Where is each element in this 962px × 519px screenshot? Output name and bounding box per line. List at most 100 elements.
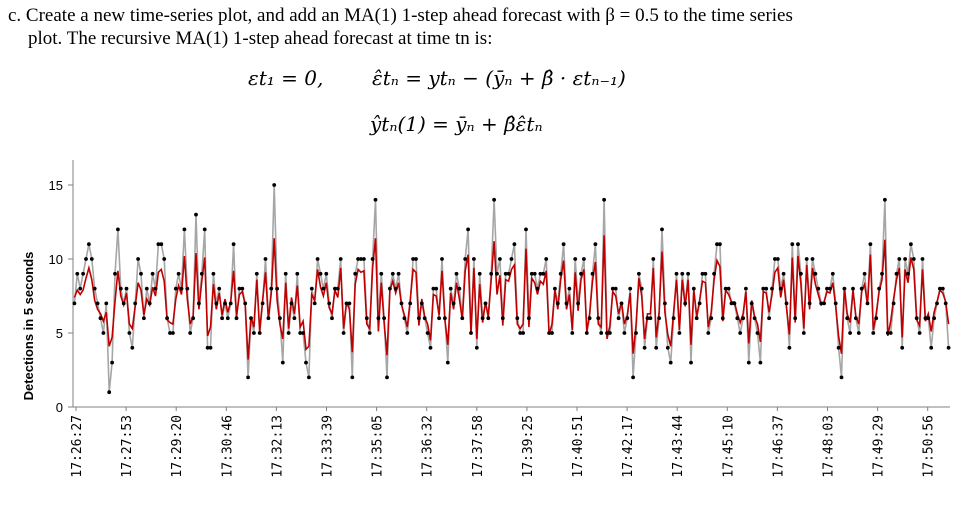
observed-point — [856, 331, 861, 335]
observed-point — [437, 316, 441, 321]
observed-point — [521, 331, 525, 335]
observed-point — [95, 301, 100, 306]
observed-point — [373, 197, 378, 202]
observed-point — [359, 257, 363, 261]
observed-point — [871, 331, 876, 335]
observed-point — [159, 242, 164, 247]
observed-point — [443, 316, 447, 321]
x-tick-label: 17:46:37 — [771, 415, 786, 478]
observed-point — [171, 331, 175, 335]
observed-point — [634, 331, 638, 335]
observed-point — [651, 257, 656, 261]
observed-point — [263, 257, 268, 261]
observed-point — [616, 316, 621, 321]
observed-point — [880, 271, 884, 276]
observed-point — [663, 301, 667, 306]
observed-point — [315, 257, 320, 261]
observed-point — [900, 345, 905, 350]
observed-point — [796, 242, 800, 247]
observed-point — [775, 257, 780, 261]
observed-point — [639, 286, 644, 291]
observed-point — [946, 345, 951, 350]
observed-point — [356, 257, 360, 261]
observed-point — [309, 286, 314, 291]
observed-point — [778, 286, 783, 291]
observed-point — [457, 286, 462, 291]
observed-point — [538, 271, 543, 276]
observed-point — [243, 301, 248, 306]
observed-point — [385, 375, 389, 380]
observed-point — [602, 197, 606, 202]
observed-point — [587, 316, 592, 321]
observed-point — [746, 360, 751, 365]
observed-point — [335, 286, 340, 291]
x-tick-label: 17:26:27 — [70, 415, 85, 478]
observed-point — [341, 331, 346, 335]
observed-point — [312, 301, 317, 306]
x-tick-label: 17:36:32 — [421, 415, 436, 478]
observed-point — [399, 301, 404, 306]
observed-point — [104, 301, 109, 306]
formula-error-recursion: ε̂tₙ = ytₙ − (ȳₙ + β̂ · εtₙ₋₁) — [372, 66, 626, 90]
observed-point — [318, 271, 323, 276]
observed-point — [836, 345, 841, 350]
observed-point — [419, 301, 424, 306]
observed-point — [153, 286, 158, 291]
observed-point — [874, 316, 879, 321]
observed-point — [188, 331, 193, 335]
observed-point — [428, 345, 433, 350]
observed-point — [113, 271, 117, 276]
observed-point — [842, 286, 847, 291]
observed-point — [133, 301, 138, 306]
x-tick-label: 17:32:13 — [270, 415, 285, 478]
observed-point — [292, 316, 297, 321]
observed-point — [182, 227, 187, 232]
observed-point — [926, 316, 931, 321]
observed-point — [738, 331, 743, 335]
observed-point — [272, 183, 277, 187]
observed-point — [622, 331, 627, 335]
observed-point — [362, 257, 366, 261]
observed-point — [92, 286, 97, 291]
observed-point — [848, 331, 852, 335]
observed-point — [330, 316, 334, 321]
observed-point — [249, 316, 253, 321]
observed-point — [535, 286, 540, 291]
observed-point — [825, 286, 829, 291]
observed-point — [289, 301, 294, 306]
observed-point — [225, 316, 230, 321]
observed-point — [220, 316, 225, 321]
observed-point — [619, 301, 624, 306]
observed-point — [865, 301, 870, 306]
observed-point — [732, 301, 737, 306]
observed-point — [393, 286, 398, 291]
observed-point — [555, 301, 560, 306]
formula-initial-error: εt₁ = 0, — [248, 66, 324, 90]
observed-point — [665, 345, 670, 350]
observed-point — [668, 360, 673, 365]
y-tick-label: 15 — [49, 178, 63, 193]
observed-point — [810, 257, 815, 261]
observed-point — [370, 257, 375, 261]
observed-point — [764, 286, 769, 291]
x-tick-label: 17:40:51 — [571, 415, 586, 478]
observed-point — [150, 271, 155, 276]
observed-point — [495, 271, 499, 276]
observed-point — [529, 271, 534, 276]
observed-point — [752, 316, 757, 321]
observed-point — [107, 390, 112, 395]
observed-point — [883, 197, 887, 202]
observed-point — [483, 301, 488, 306]
observed-point — [266, 316, 271, 321]
observed-point — [697, 301, 702, 306]
observed-point — [816, 286, 821, 291]
observed-point — [660, 227, 664, 232]
observed-point — [283, 271, 288, 276]
observed-point — [379, 271, 384, 276]
observed-point — [642, 345, 647, 350]
x-tick-label: 17:39:25 — [521, 415, 536, 478]
observed-point — [923, 316, 928, 321]
observed-point — [590, 271, 595, 276]
observed-point — [929, 345, 934, 350]
observed-point — [116, 227, 120, 232]
